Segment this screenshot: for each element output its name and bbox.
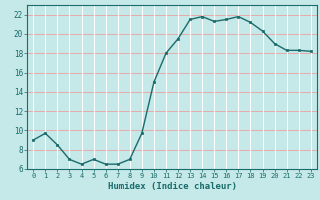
X-axis label: Humidex (Indice chaleur): Humidex (Indice chaleur) xyxy=(108,182,236,191)
